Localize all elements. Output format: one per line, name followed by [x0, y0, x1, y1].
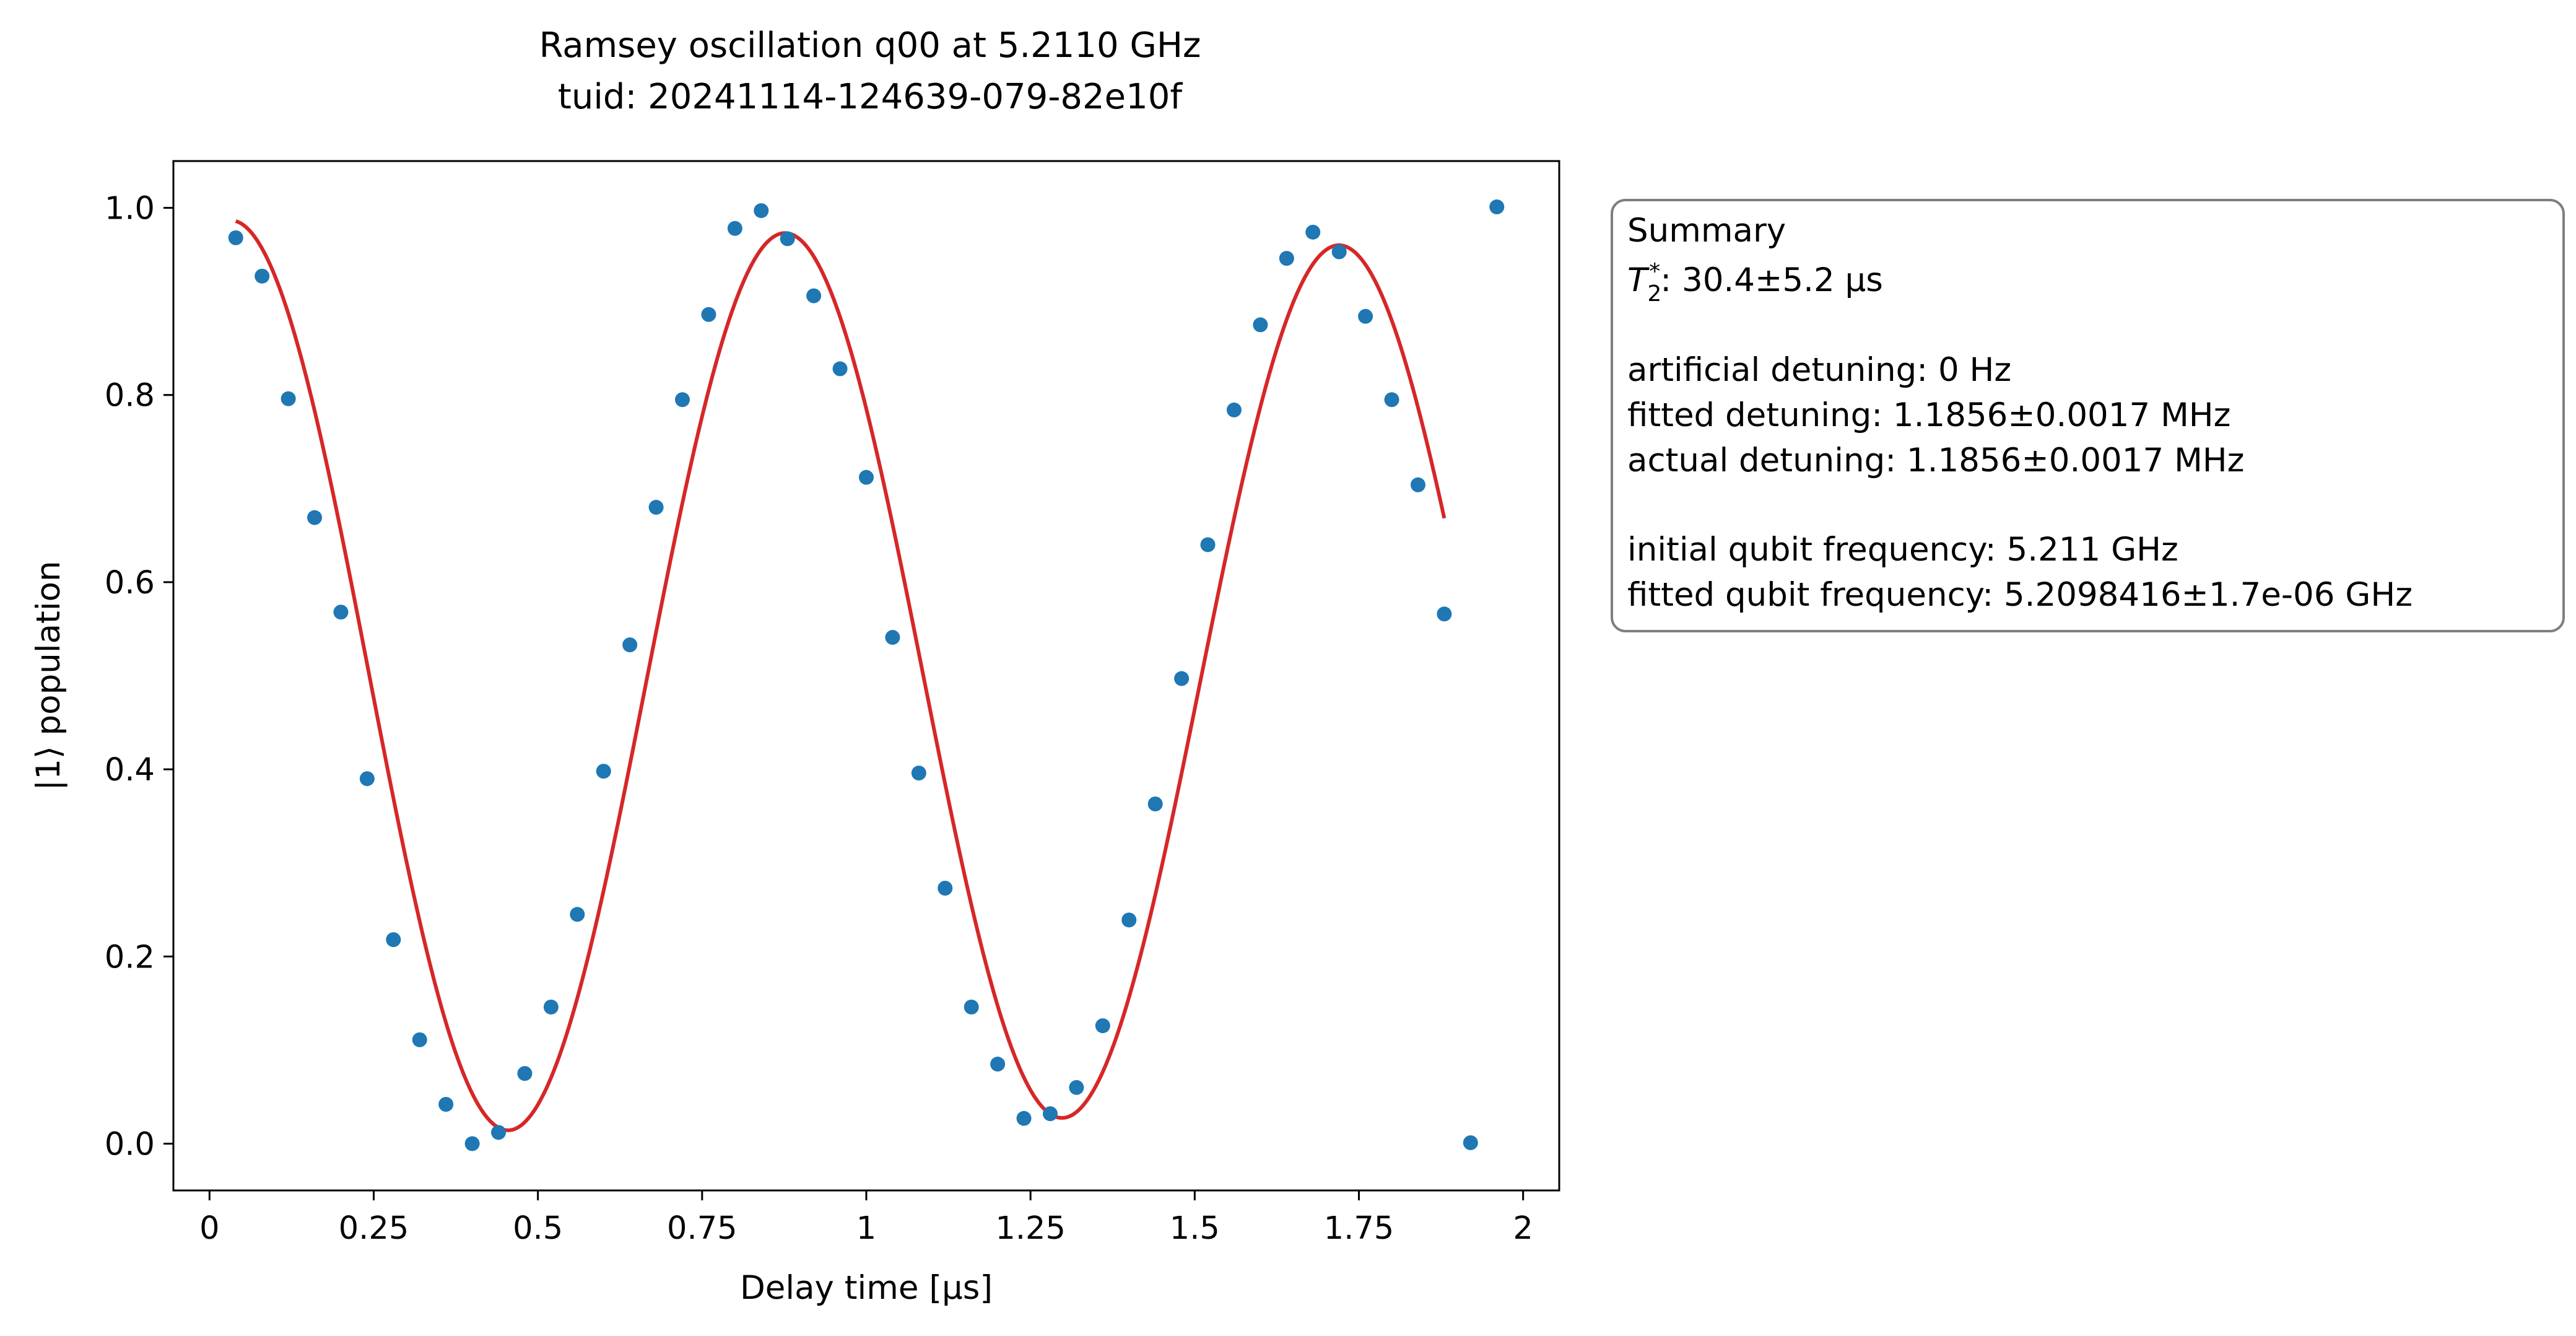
data-point: [517, 1066, 533, 1081]
summary-t2-value: : 30.4±5.2 µs: [1660, 261, 1883, 299]
data-point: [333, 605, 349, 620]
data-point: [754, 203, 769, 219]
plot-area: [172, 160, 1560, 1192]
x-tick-label: 1.75: [1324, 1210, 1395, 1247]
data-point: [1226, 402, 1242, 417]
data-point: [1410, 477, 1425, 492]
data-point: [622, 637, 638, 653]
x-tick-label: 0: [199, 1210, 219, 1247]
summary-t2: T2*: 30.4±5.2 µs: [1627, 259, 1883, 307]
data-point: [1384, 392, 1399, 408]
summary-actual-detuning: actual detuning: 1.1856±0.0017 MHz: [1627, 442, 2244, 479]
data-point: [438, 1096, 454, 1112]
data-point: [701, 307, 716, 322]
x-axis-ticks: 0 0.25 0.5 0.75 1 1.25 1.5 1.75 2: [199, 1190, 1533, 1247]
data-point: [386, 932, 401, 948]
summary-box: Summary T2*: 30.4±5.2 µs artificial detu…: [1611, 199, 2565, 632]
data-point: [228, 230, 243, 245]
x-tick-label: 1.25: [995, 1210, 1066, 1247]
data-point: [1253, 317, 1268, 333]
data-point: [832, 361, 848, 377]
data-points: [228, 199, 1505, 1151]
data-point: [1016, 1111, 1032, 1126]
data-point: [1174, 671, 1190, 686]
data-point: [1463, 1135, 1478, 1150]
summary-fitted-frequency: fitted qubit frequency: 5.2098416±1.7e-0…: [1627, 576, 2413, 614]
data-point: [911, 766, 926, 781]
data-point: [255, 268, 270, 284]
data-point: [727, 220, 742, 236]
data-point: [648, 500, 664, 515]
data-point: [675, 392, 690, 408]
data-point: [990, 1057, 1006, 1072]
data-point: [1042, 1106, 1058, 1122]
data-point: [1147, 796, 1163, 811]
fit-curve: [235, 219, 1447, 1132]
summary-initial-frequency: initial qubit frequency: 5.211 GHz: [1627, 531, 2178, 569]
data-point: [1121, 912, 1137, 928]
data-point: [1437, 606, 1452, 622]
data-point: [938, 880, 953, 896]
data-point: [307, 510, 323, 525]
data-point: [543, 999, 559, 1015]
data-point: [281, 391, 296, 406]
x-axis-label: Delay time [µs]: [740, 1269, 993, 1307]
summary-heading: Summary: [1627, 212, 1786, 250]
x-tick-label: 1.5: [1170, 1210, 1220, 1247]
y-tick-label: 0.2: [105, 939, 155, 976]
data-point: [464, 1136, 480, 1151]
x-tick-label: 2: [1513, 1210, 1533, 1247]
data-point: [1095, 1018, 1110, 1034]
summary-frame: [1611, 199, 2565, 632]
summary-fitted-detuning: fitted detuning: 1.1856±0.0017 MHz: [1627, 396, 2230, 434]
y-tick-label: 0.8: [105, 378, 155, 414]
data-point: [412, 1032, 427, 1047]
data-point: [806, 288, 822, 303]
summary-artificial-detuning: artificial detuning: 0 Hz: [1627, 351, 2011, 389]
data-point: [1305, 224, 1321, 240]
y-axis-ticks: 0.0 0.2 0.4 0.6 0.8 1.0: [105, 191, 173, 1163]
data-point: [1200, 537, 1216, 552]
y-tick-label: 0.6: [105, 565, 155, 601]
x-tick-label: 0.5: [513, 1210, 563, 1247]
x-tick-label: 0.25: [339, 1210, 409, 1247]
y-tick-label: 1.0: [105, 191, 155, 227]
data-point: [964, 999, 979, 1015]
chart-title-line-2: tuid: 20241114-124639-079-82e10f: [558, 77, 1183, 117]
data-point: [885, 630, 900, 645]
data-point: [1489, 199, 1505, 215]
x-tick-label: 0.75: [667, 1210, 738, 1247]
data-point: [1358, 308, 1373, 324]
y-tick-label: 0.4: [105, 752, 155, 788]
data-point: [1279, 251, 1294, 266]
data-point: [491, 1125, 507, 1140]
y-axis-label: |1⟩ population: [30, 561, 67, 790]
data-point: [570, 907, 585, 922]
data-point: [859, 469, 874, 485]
chart-title-line-1: Ramsey oscillation q00 at 5.2110 GHz: [539, 25, 1201, 66]
data-point: [1069, 1080, 1084, 1095]
data-point: [359, 771, 375, 787]
y-tick-label: 0.0: [105, 1126, 155, 1163]
data-point: [780, 231, 795, 247]
x-tick-label: 1: [856, 1210, 876, 1247]
data-point: [596, 764, 611, 779]
data-point: [1331, 244, 1347, 260]
